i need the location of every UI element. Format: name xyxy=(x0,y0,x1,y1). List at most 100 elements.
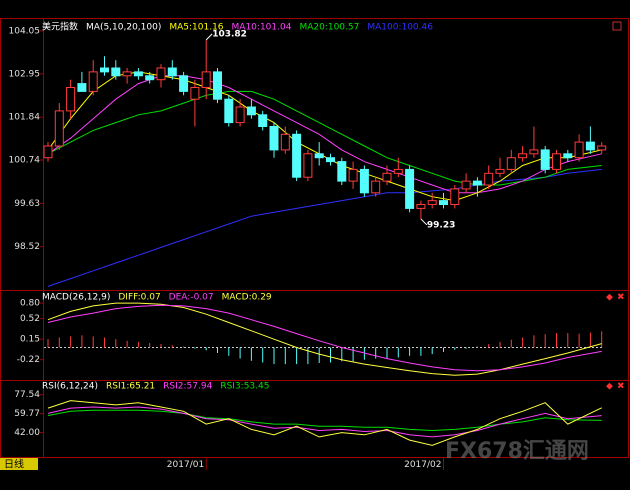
candle-body xyxy=(179,75,189,92)
bottom-bar xyxy=(0,458,630,470)
y-tick-label: 99.63 xyxy=(14,199,40,209)
candle-body xyxy=(100,67,109,73)
header-text: RSI2:57.94 xyxy=(163,382,212,392)
candle-body xyxy=(280,133,290,151)
header-text: MACD(26,12,9) xyxy=(42,293,110,303)
x-tick-label: 2017/02 xyxy=(404,460,441,470)
header-text: MACD:0.29 xyxy=(222,293,272,303)
header-text: DEA:-0.07 xyxy=(169,293,214,303)
candle-body xyxy=(292,133,302,178)
candle-body xyxy=(258,114,268,127)
candle-body xyxy=(597,145,607,151)
header-text: MA20:100.57 xyxy=(299,23,359,33)
y-tick-label: 59.77 xyxy=(14,409,40,419)
y-tick-label: -0.22 xyxy=(17,355,40,365)
candle-body xyxy=(303,153,313,178)
candle-body xyxy=(405,168,415,209)
candle-body xyxy=(585,141,595,151)
candle-body xyxy=(145,75,155,81)
x-tick-label: 2017/01 xyxy=(167,460,204,470)
candle-body xyxy=(326,157,335,163)
candle-body xyxy=(506,157,516,170)
y-tick-label: 104.05 xyxy=(9,26,41,36)
candle-body xyxy=(382,172,392,182)
candle-body xyxy=(439,200,448,206)
candle-body xyxy=(484,172,494,186)
candle-body xyxy=(224,98,234,124)
y-tick-label: 77.54 xyxy=(14,390,40,400)
icon[interactable]: ◆ xyxy=(606,293,613,303)
period-box[interactable] xyxy=(0,458,38,470)
line-series xyxy=(47,304,602,372)
candle-body xyxy=(111,67,121,77)
watermark: FX678汇通网 xyxy=(445,439,589,464)
candle-body xyxy=(348,168,358,182)
period-label[interactable]: 日线 xyxy=(4,458,24,471)
candle-body xyxy=(540,149,550,170)
header-text: MA5:101.16 xyxy=(169,23,223,33)
candle-body xyxy=(77,83,87,92)
icon[interactable] xyxy=(612,21,622,31)
y-tick-label: 100.74 xyxy=(9,156,41,166)
y-tick-label: 98.52 xyxy=(14,242,40,252)
line-series xyxy=(47,406,602,438)
candle-body xyxy=(427,200,437,206)
candle-body xyxy=(495,168,505,174)
candle-body xyxy=(472,180,482,186)
candle-body xyxy=(450,188,460,206)
candle-body xyxy=(552,153,561,170)
frames xyxy=(0,18,630,458)
candle-body xyxy=(574,141,584,159)
header-text: RSI1:65.21 xyxy=(106,382,155,392)
annotation-leader xyxy=(420,218,428,226)
candle-body xyxy=(190,86,200,100)
candle-body xyxy=(235,106,245,124)
candle-body xyxy=(213,71,222,100)
candle-body xyxy=(88,71,98,92)
line-series xyxy=(47,90,602,186)
annotation: 99.23 xyxy=(427,220,455,230)
y-tick-label: 0.80 xyxy=(20,299,40,309)
candle-body xyxy=(201,71,211,88)
candle-body xyxy=(246,106,256,116)
y-tick-label: 0.52 xyxy=(20,314,40,324)
frame xyxy=(0,18,629,458)
candle-body xyxy=(337,161,347,182)
icon[interactable]: ◆ xyxy=(606,382,613,392)
candle-body xyxy=(416,204,426,209)
icon[interactable]: ✖ xyxy=(617,382,625,392)
candle-body xyxy=(314,153,324,159)
candle-body xyxy=(54,110,64,147)
annotation: 103.82 xyxy=(212,29,247,39)
header-text: MA10:101.04 xyxy=(232,23,292,33)
panel-icons: ◆ ✖ ◆ ✖ xyxy=(606,21,625,392)
candle-body xyxy=(359,168,369,194)
header-text: MA100:100.46 xyxy=(367,23,433,33)
y-tick-label: 101.84 xyxy=(9,113,41,123)
line-series xyxy=(47,75,602,194)
y-tick-label: 0.15 xyxy=(20,335,40,345)
header-text: 美元指数 xyxy=(42,21,78,33)
header-text: RSI(6,12,24) xyxy=(42,382,98,392)
candle-body xyxy=(518,153,528,159)
candle-body xyxy=(133,71,143,77)
candle-body xyxy=(461,180,471,190)
y-tick-label: 102.95 xyxy=(9,69,41,79)
candle-body xyxy=(167,67,177,77)
candle-body xyxy=(563,153,573,159)
candle-body xyxy=(269,125,279,151)
candle-body xyxy=(43,145,53,159)
icon[interactable]: ✖ xyxy=(617,293,625,303)
header-text: DIFF:0.07 xyxy=(118,293,160,303)
line-series xyxy=(47,400,602,446)
candle-body xyxy=(66,86,76,112)
y-tick-label: 42.00 xyxy=(14,428,40,438)
candle-body xyxy=(371,180,381,194)
header-text: MA(5,10,20,100) xyxy=(86,23,161,33)
candle-body xyxy=(156,67,166,81)
candle-body xyxy=(122,71,132,77)
annotation-leader xyxy=(205,33,213,41)
